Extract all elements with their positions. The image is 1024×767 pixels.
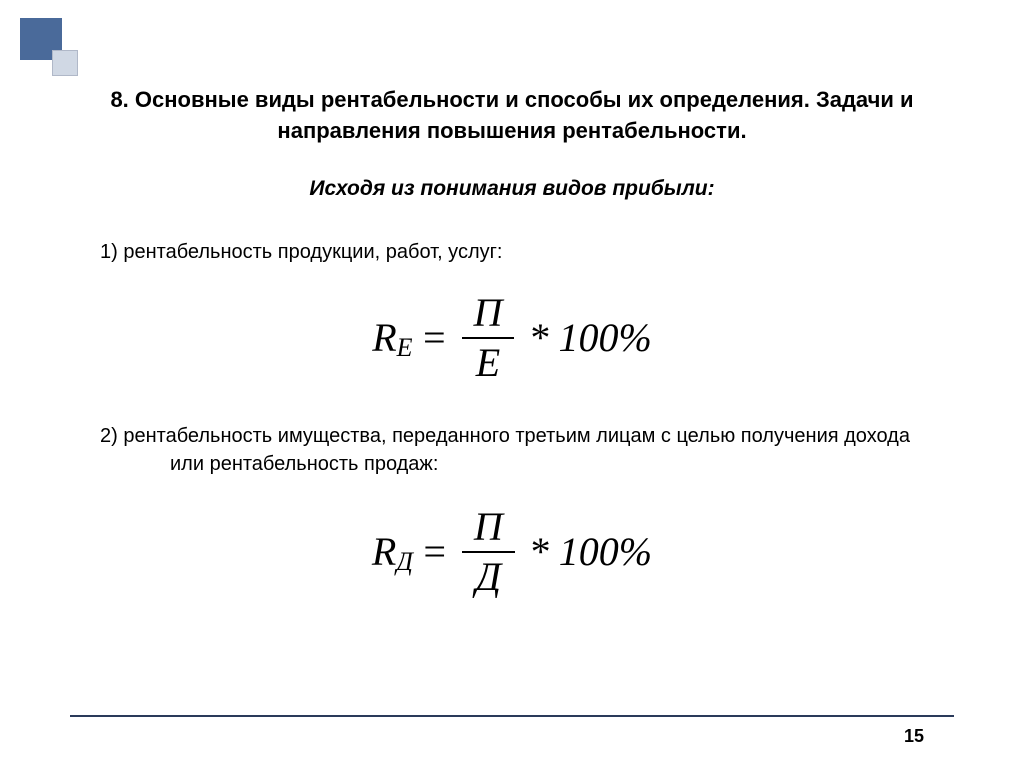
list-item-1: 1) рентабельность продукции, работ, услу… — [100, 241, 924, 264]
slide-subtitle: Исходя из понимания видов прибыли: — [100, 177, 924, 201]
formula-1: RE = П Е * 100% — [100, 289, 924, 387]
f1-sub: E — [397, 335, 413, 361]
f1-var: R — [372, 318, 396, 358]
list-item-2: 2) рентабельность имущества, переданного… — [100, 422, 924, 478]
f2-den: Д — [464, 553, 513, 601]
footer-divider — [70, 715, 954, 717]
f1-num: П — [462, 289, 515, 337]
f2-var: R — [372, 532, 396, 572]
f1-den: Е — [464, 339, 512, 387]
f2-num: П — [462, 503, 515, 551]
slide-content: 8. Основные виды рентабельности и способ… — [0, 0, 1024, 601]
formula-2: RД = П Д * 100% — [100, 503, 924, 601]
f1-tail: * 100% — [528, 318, 651, 358]
f1-eq: = — [421, 318, 448, 358]
f1-fraction: П Е — [462, 289, 515, 387]
slide-title: 8. Основные виды рентабельности и способ… — [100, 85, 924, 147]
f2-tail: * 100% — [529, 532, 652, 572]
f2-eq: = — [421, 532, 448, 572]
page-number: 15 — [904, 726, 924, 747]
f2-fraction: П Д — [462, 503, 515, 601]
f2-sub: Д — [396, 549, 413, 575]
square-light — [52, 50, 78, 76]
